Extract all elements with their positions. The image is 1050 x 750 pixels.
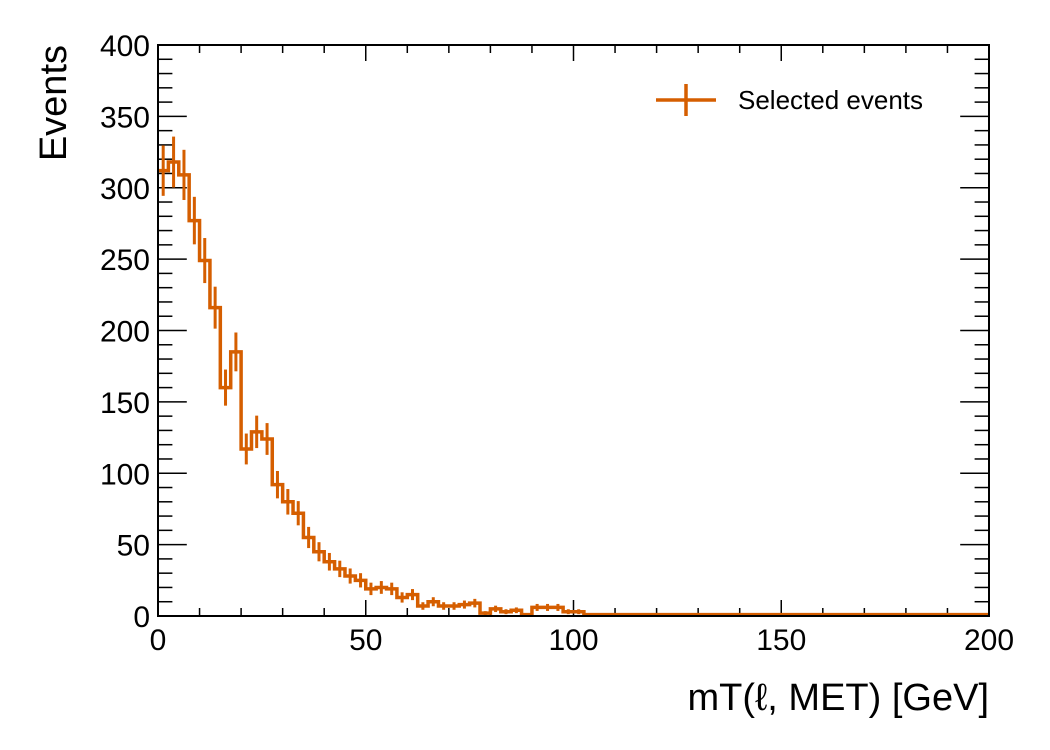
- x-tick-label: 0: [150, 624, 167, 657]
- x-tick-label: 100: [548, 624, 598, 657]
- x-axis-label: mT(ℓ, MET) [GeV]: [688, 677, 990, 719]
- y-tick-label: 0: [133, 601, 150, 634]
- x-tick-label: 200: [964, 624, 1014, 657]
- y-tick-label: 200: [100, 316, 150, 349]
- histogram-step-line: [158, 160, 989, 617]
- y-tick-label: 350: [100, 101, 150, 134]
- histogram-series: [158, 136, 989, 617]
- legend-label: Selected events: [738, 85, 923, 115]
- axis-ticks: [157, 44, 990, 617]
- y-tick-label: 250: [100, 244, 150, 277]
- y-tick-label: 400: [100, 30, 150, 63]
- y-tick-label: 150: [100, 387, 150, 420]
- tick-labels: 0 50 100 150 200 0 50 100 150 200 250 300 350 400: [100, 30, 1014, 657]
- y-tick-label: 300: [100, 173, 150, 206]
- x-tick-label: 50: [349, 624, 382, 657]
- plot-frame: [157, 44, 990, 617]
- x-tick-label: 150: [756, 624, 806, 657]
- y-tick-label: 50: [117, 530, 150, 563]
- y-tick-label: 100: [100, 458, 150, 491]
- y-axis-label: Events: [33, 45, 75, 161]
- legend: Selected events: [656, 84, 923, 116]
